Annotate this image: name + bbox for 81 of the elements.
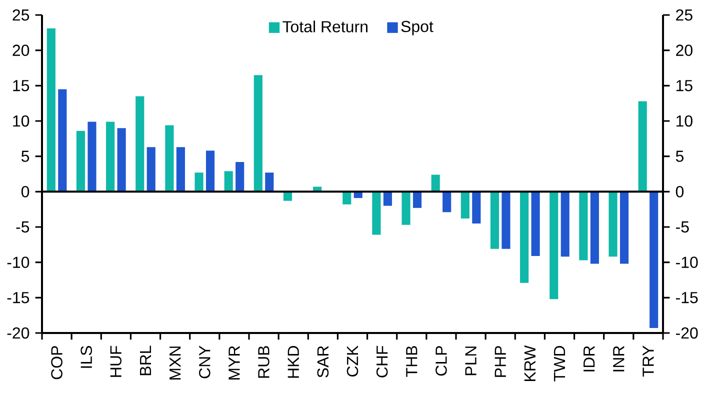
- y2-tick-label: 0: [676, 186, 684, 198]
- y2-tick-label: 5: [676, 150, 684, 162]
- y-tick-label: 10: [13, 115, 30, 127]
- bar: [638, 101, 647, 192]
- bar: [431, 174, 440, 192]
- x-tick-label: INR: [613, 346, 624, 372]
- x-tick-label: SAR: [317, 346, 329, 378]
- x-tick-label: CZK: [346, 345, 358, 376]
- bar: [502, 192, 510, 249]
- bar: [206, 150, 215, 192]
- x-tick-label: PLN: [465, 346, 476, 376]
- y2-tick-label: 20: [676, 44, 692, 56]
- y-tick-label: -15: [7, 292, 30, 304]
- bar: [236, 162, 244, 192]
- bar: [58, 89, 67, 192]
- x-tick-label: IDR: [584, 346, 595, 372]
- x-tick-label: TRY: [642, 346, 654, 377]
- bar: [76, 130, 86, 192]
- x-tick-label: CLP: [436, 346, 447, 376]
- x-tick-label: MYR: [228, 346, 240, 380]
- x-tick-label: PHP: [494, 346, 506, 377]
- y-tick-label: 15: [13, 80, 30, 92]
- y-tick-label: 20: [12, 44, 30, 56]
- bar: [520, 192, 529, 283]
- bar: [283, 192, 292, 201]
- x-tick-label: CNY: [198, 346, 210, 378]
- bar: [165, 125, 174, 192]
- x-tick-label: ILS: [80, 346, 92, 368]
- legend-label: Spot: [401, 20, 434, 36]
- x-tick-label: BRL: [140, 346, 152, 376]
- bar: [531, 192, 540, 256]
- legend-label: Total Return: [282, 20, 368, 32]
- bar: [460, 192, 470, 219]
- x-tick-label: HUF: [110, 346, 122, 377]
- y-tick-label: -10: [7, 256, 30, 268]
- y2-tick-label: -15: [676, 292, 698, 304]
- x-tick-label: KRW: [524, 345, 536, 381]
- bar: [650, 192, 658, 328]
- bar: [442, 192, 452, 212]
- bar: [560, 192, 570, 257]
- bar: [146, 147, 156, 192]
- x-tick-label: MXN: [170, 346, 181, 380]
- x-tick-label: RUB: [258, 346, 270, 378]
- bar: [372, 192, 381, 235]
- y-tick-label: 25: [12, 9, 30, 21]
- bar: [254, 75, 262, 192]
- bar: [117, 128, 126, 192]
- x-tick-label: COP: [51, 346, 62, 380]
- y2-tick-label: 25: [676, 9, 692, 21]
- y2-tick-label: 15: [676, 80, 692, 92]
- y-tick-label: 5: [21, 150, 30, 162]
- bar: [265, 172, 274, 192]
- bar: [490, 192, 500, 249]
- x-tick-label: CHF: [376, 346, 388, 378]
- bar: [194, 172, 204, 192]
- bar: [383, 192, 392, 206]
- bar: [136, 96, 144, 192]
- y2-tick-label: 10: [676, 115, 692, 127]
- bar: [620, 192, 629, 264]
- bar: [88, 122, 96, 192]
- bar: [579, 192, 588, 260]
- y-tick-label: -20: [7, 327, 30, 339]
- bar: [224, 171, 233, 192]
- y2-tick-label: -5: [676, 221, 689, 233]
- y-tick-label: 0: [21, 186, 30, 198]
- bar: [46, 28, 56, 192]
- bar: [402, 192, 410, 225]
- y2-tick-label: -20: [676, 327, 698, 339]
- bar: [342, 192, 352, 204]
- bar: [176, 147, 185, 192]
- bar: [608, 192, 618, 257]
- bar: [412, 192, 422, 208]
- x-tick-label: HKD: [288, 346, 299, 378]
- bar: [590, 192, 599, 264]
- bar: [472, 192, 481, 224]
- x-tick-label: TWD: [554, 346, 566, 382]
- bar: [106, 122, 115, 192]
- y2-tick-label: -10: [676, 256, 698, 268]
- y-tick-label: -5: [16, 221, 30, 233]
- x-tick-label: THB: [406, 346, 418, 377]
- bar: [550, 192, 558, 300]
